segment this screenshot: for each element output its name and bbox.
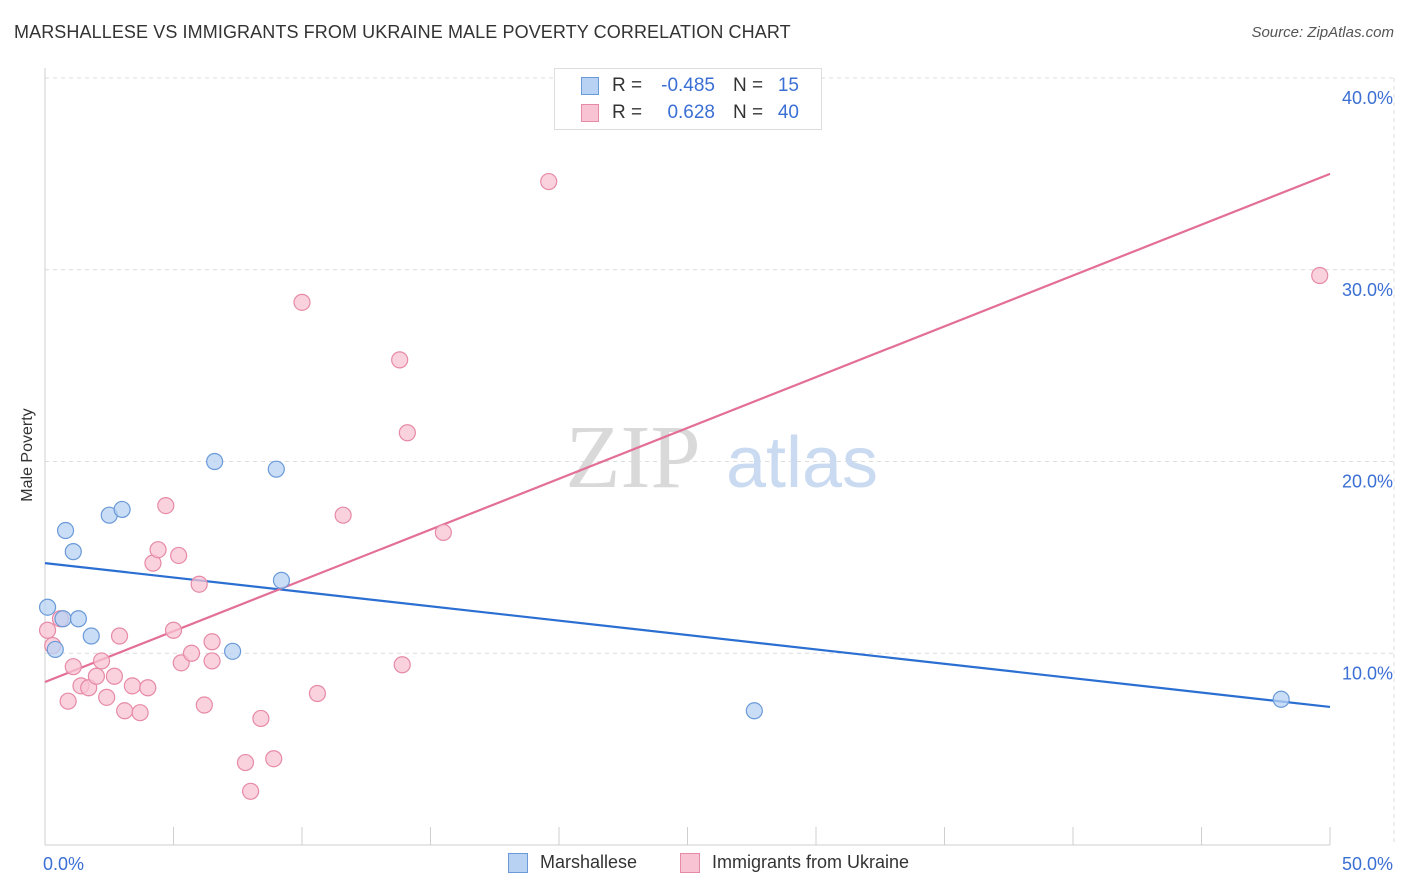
ukraine-point [123, 677, 141, 695]
source-label: Source: ZipAtlas.com [1251, 24, 1394, 41]
ukraine-point [190, 575, 208, 593]
trend-lines [44, 172, 1331, 709]
ukraine-point [391, 351, 409, 369]
ukraine-point [98, 688, 116, 706]
n-label: N = [733, 102, 764, 123]
ukraine-point [265, 750, 283, 768]
r-value: -0.485 [661, 75, 715, 96]
ukraine-point [293, 293, 311, 311]
legend-item-ukraine: Immigrants from Ukraine [680, 852, 909, 873]
ukraine-point [164, 621, 183, 639]
legend-row-marshallese: R = -0.485 N = 15 [555, 74, 821, 98]
pink-swatch [680, 852, 700, 873]
y-tick-label: 30.0% [1342, 280, 1393, 300]
ukraine-point [308, 684, 327, 703]
ukraine-point [38, 621, 57, 639]
n-label: N = [733, 75, 764, 96]
ukraine-point [87, 667, 106, 685]
marshallese-point [113, 500, 131, 519]
ukraine-point [170, 546, 188, 565]
y-tick-label: 10.0% [1342, 663, 1393, 683]
ukraine-point [92, 652, 111, 670]
marshallese-trend-line [44, 562, 1331, 709]
ukraine-point [195, 696, 213, 714]
grid [45, 77, 1395, 845]
pink-swatch [581, 104, 599, 122]
y-tick-label: 40.0% [1342, 88, 1393, 108]
ukraine-point [252, 709, 270, 728]
ukraine-point [398, 424, 416, 442]
blue-swatch [581, 77, 599, 95]
marshallese-point [206, 452, 224, 471]
data-points [38, 172, 1329, 800]
ukraine-point [110, 627, 129, 645]
marshallese-point [54, 610, 72, 628]
marshallese-point [46, 640, 64, 659]
ukraine-point [116, 702, 134, 720]
blue-swatch [508, 852, 528, 873]
x-tick-label: 0.0% [43, 854, 84, 874]
ukraine-point [203, 652, 221, 670]
n-value: 15 [777, 75, 799, 96]
marshallese-point [64, 543, 82, 561]
legend-label: Marshallese [540, 852, 638, 872]
chart-title: MARSHALLESE VS IMMIGRANTS FROM UKRAINE M… [14, 22, 791, 42]
marshallese-point [69, 610, 88, 628]
marshallese-point [1272, 690, 1290, 708]
r-value: 0.628 [667, 102, 715, 123]
watermark-atlas: atlas [726, 423, 878, 503]
ukraine-point [203, 633, 221, 651]
ukraine-point [540, 172, 558, 191]
ukraine-point [236, 753, 255, 772]
ukraine-point [1311, 266, 1329, 285]
x-tick-label: 50.0% [1342, 854, 1393, 874]
ukraine-point [105, 667, 123, 685]
marshallese-point [267, 460, 285, 478]
ukraine-point [131, 704, 149, 722]
marshallese-point [272, 571, 291, 589]
watermark: ZIP atlas [566, 408, 879, 507]
ukraine-point [334, 506, 352, 524]
legend-label: Immigrants from Ukraine [712, 852, 910, 872]
r-label: R = [612, 75, 643, 96]
ukraine-point [242, 782, 260, 800]
ukraine-trend-line [44, 172, 1331, 684]
marshallese-point [82, 627, 100, 645]
ukraine-point [434, 523, 452, 542]
ukraine-point [393, 656, 411, 674]
watermark-zip: ZIP [566, 408, 701, 507]
ukraine-point [64, 658, 82, 676]
ukraine-point [59, 692, 77, 710]
marshallese-point [224, 642, 242, 660]
marshallese-point [56, 521, 75, 540]
ukraine-point [149, 541, 167, 559]
ukraine-point [139, 679, 157, 697]
marshallese-point [745, 702, 763, 720]
y-tick-label: 20.0% [1342, 472, 1393, 492]
axes [44, 68, 1331, 846]
n-value: 40 [777, 102, 799, 123]
legend-item-marshallese: Marshallese [508, 852, 637, 873]
legend-row-ukraine: R = 0.628 N = 40 [555, 101, 821, 125]
correlation-legend: R = -0.485 N = 15 R = 0.628 N = 40 [554, 68, 822, 130]
marshallese-point [38, 598, 57, 616]
ukraine-point [182, 644, 201, 662]
r-label: R = [612, 102, 643, 123]
ukraine-point [157, 497, 175, 515]
tick-labels: 10.0% 20.0% 30.0% 40.0% 0.0% 50.0% [43, 88, 1393, 874]
